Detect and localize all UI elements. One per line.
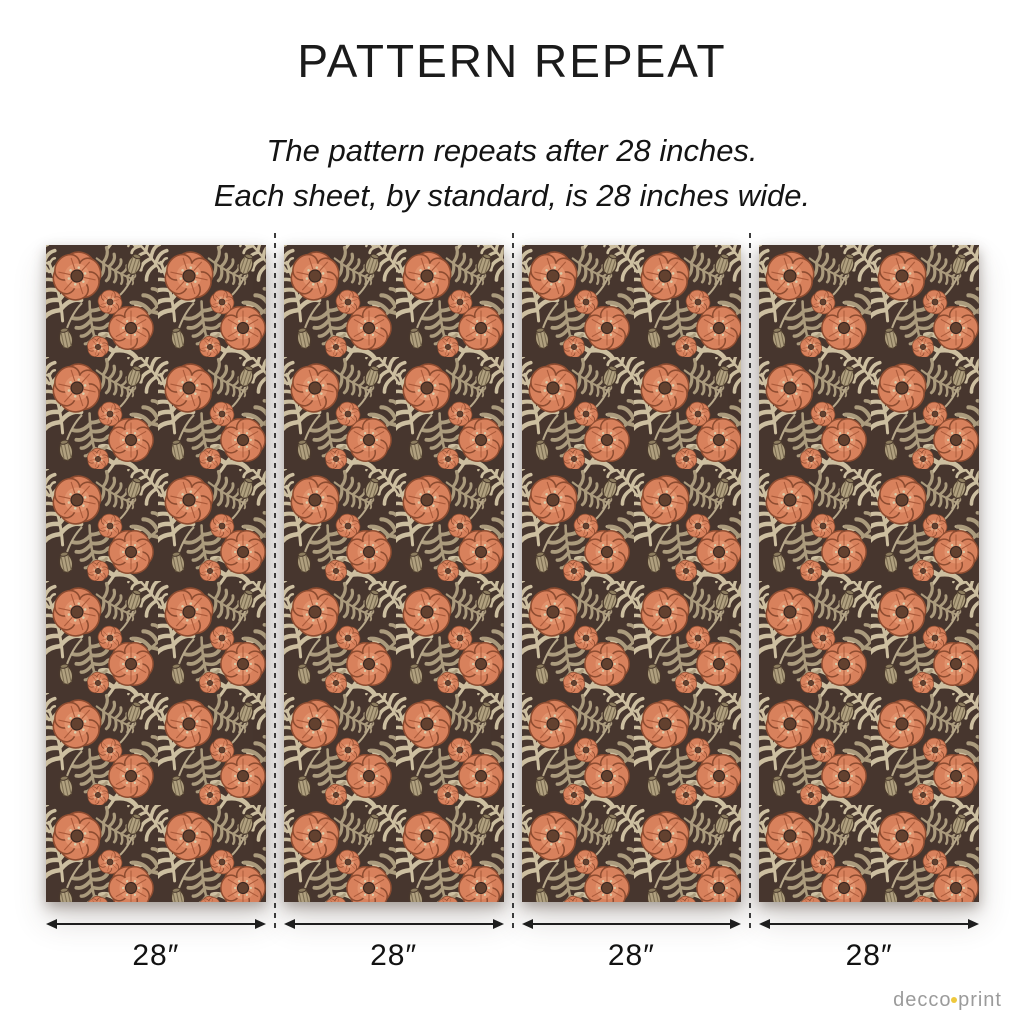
width-arrow	[283, 918, 504, 930]
sheet-column-2: 28″	[283, 245, 504, 973]
arrowhead-left-icon	[759, 919, 771, 929]
page-subtitle: The pattern repeats after 28 inches. Eac…	[0, 129, 1024, 219]
sheets-row: 28″ 28″ 28″	[46, 233, 979, 973]
arrowhead-left-icon	[521, 919, 533, 929]
arrowhead-right-icon	[968, 919, 979, 929]
sheet-width-label: 28″	[132, 939, 180, 972]
arrowhead-right-icon	[254, 919, 266, 929]
brand-logo-text: decco print	[893, 989, 1002, 1011]
sheet-width-label: 28″	[845, 939, 893, 972]
arrowhead-left-icon	[46, 919, 57, 929]
sheet-separator-dashed-line	[749, 233, 752, 933]
arrowhead-left-icon	[283, 919, 295, 929]
width-arrow	[46, 918, 266, 930]
arrowhead-right-icon	[730, 919, 742, 929]
wallpaper-sheet-preview	[759, 245, 979, 902]
sheet-column-1: 28″	[46, 245, 266, 973]
wallpaper-sheet-preview	[283, 245, 504, 902]
sheet-width-label: 28″	[370, 939, 418, 972]
brand-logo-dot-icon	[951, 997, 957, 1003]
width-arrow	[759, 918, 979, 930]
arrowhead-right-icon	[492, 919, 504, 929]
wallpaper-sheet-preview	[521, 245, 742, 902]
subtitle-line-1: The pattern repeats after 28 inches.	[266, 132, 758, 168]
sheet-separator-dashed-line	[511, 233, 514, 933]
sheet-column-3: 28″	[521, 245, 742, 973]
subtitle-line-2: Each sheet, by standard, is 28 inches wi…	[213, 177, 811, 213]
sheet-separator-dashed-line	[273, 233, 276, 933]
brand-logo: decco print	[893, 989, 1002, 1012]
sheet-column-4: 28″	[759, 245, 979, 973]
page-title: PATTERN REPEAT	[297, 35, 727, 87]
sheet-width-label: 28″	[607, 939, 655, 972]
width-arrow	[521, 918, 742, 930]
wallpaper-sheet-preview	[46, 245, 266, 902]
